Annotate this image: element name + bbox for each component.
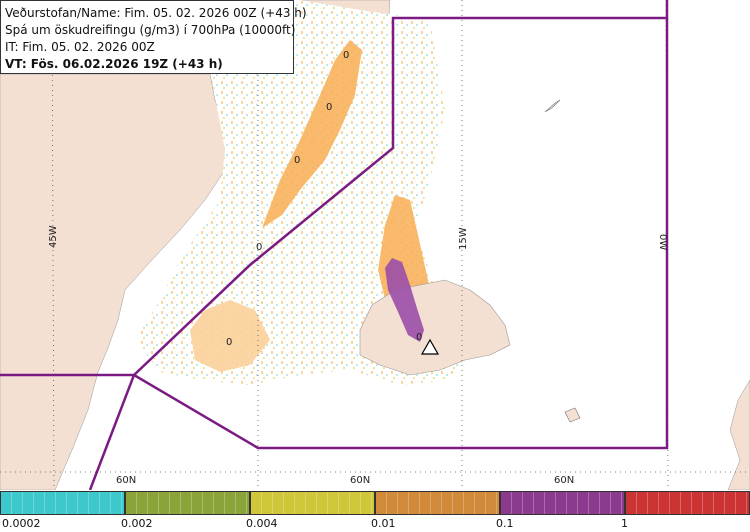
color-legend: 0.0002 0.002 0.004 0.01 0.1 1 [0, 490, 750, 532]
lon-label-15w: 15W [458, 227, 469, 250]
product-line: Spá um öskudreifingu (g/m3) í 700hPa (10… [5, 23, 296, 37]
valid-time-line: VT: Fös. 06.02.2026 19Z (+43 h) [5, 57, 223, 71]
norway-coast [727, 379, 750, 490]
contour-label: 0 [294, 155, 300, 166]
legend-swatch [250, 491, 375, 515]
faroe-islands [564, 407, 581, 423]
legend-swatch [0, 491, 125, 515]
contour-label: 0 [343, 50, 349, 61]
legend-swatch [125, 491, 250, 515]
lat-label-60n-a: 60N [116, 475, 136, 486]
contour-label: 0 [256, 242, 262, 253]
legend-label: 1 [621, 517, 628, 530]
legend-swatch [625, 491, 750, 515]
legend-label: 0.002 [121, 517, 153, 530]
ash-purple-area [385, 258, 424, 342]
ash-dispersion-map[interactable]: 45W 15W 0W 60N 60N 60N 0 0 0 0 0 0 [0, 0, 750, 490]
legend-swatch [500, 491, 625, 515]
ash-orange-area [262, 40, 362, 228]
fir-boundary [0, 0, 669, 490]
jan-mayen-island [544, 99, 561, 113]
ash-orange-area-west [190, 300, 270, 372]
legend-label: 0.01 [371, 517, 396, 530]
legend-swatch [375, 491, 500, 515]
issuer-line: Veðurstofan/Name: Fim. 05. 02. 2026 00Z … [5, 6, 307, 20]
legend-label: 0.0002 [2, 517, 41, 530]
lon-label-0w: 0W [657, 234, 668, 250]
lon-label-45w: 45W [48, 225, 59, 248]
issue-time-line: IT: Fim. 05. 02. 2026 00Z [5, 40, 155, 54]
contour-label: 0 [326, 102, 332, 113]
contour-label: 0 [226, 337, 232, 348]
lat-label-60n-c: 60N [554, 475, 574, 486]
lat-label-60n-b: 60N [350, 475, 370, 486]
forecast-info-box: Veðurstofan/Name: Fim. 05. 02. 2026 00Z … [0, 0, 307, 74]
volcano-triangle-icon [420, 338, 440, 355]
legend-label: 0.004 [246, 517, 278, 530]
contour-label: 0 [416, 332, 422, 343]
legend-label: 0.1 [496, 517, 514, 530]
